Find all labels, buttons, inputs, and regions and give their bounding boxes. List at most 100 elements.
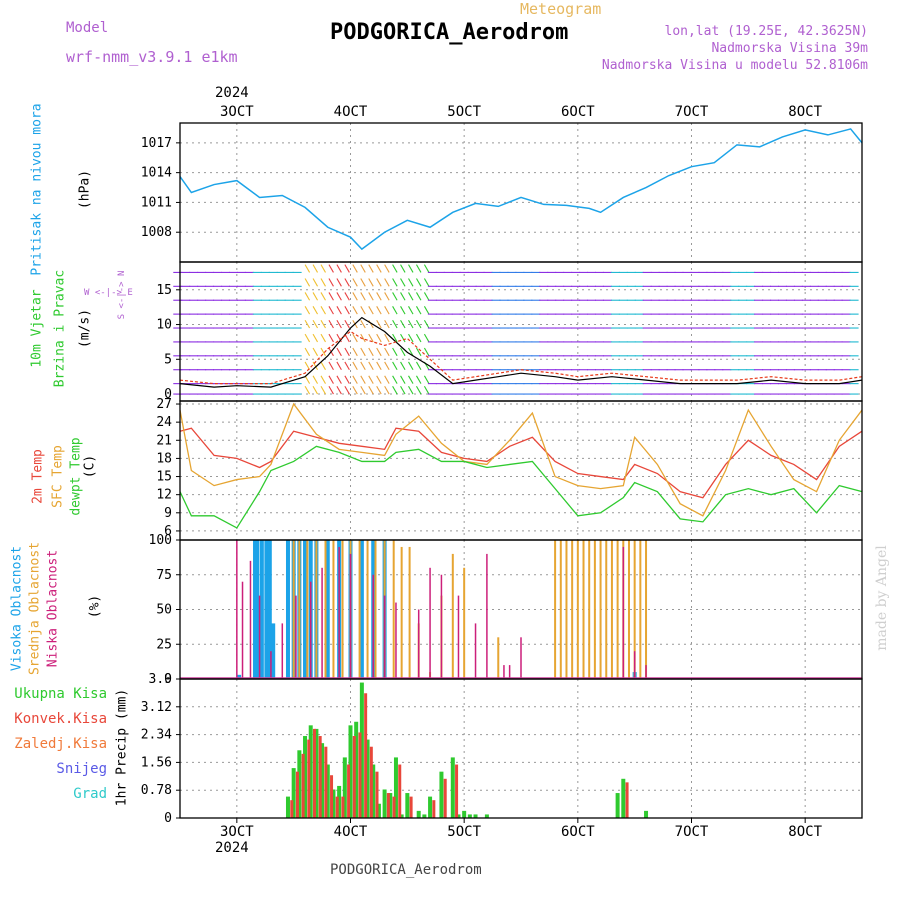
wind-barb (415, 292, 422, 301)
wind-barb (408, 292, 414, 301)
wind-barb (415, 347, 422, 357)
wind-barb (344, 319, 350, 329)
wind-barb (423, 306, 430, 315)
cloud-high-bar (285, 540, 290, 679)
wind-barb (384, 333, 390, 343)
panel-frame-precip (179, 678, 863, 819)
wind-barb (415, 278, 422, 287)
cloud-low-bar (236, 540, 238, 679)
product-title: Meteogram (520, 0, 602, 18)
cloud-mid-bar (639, 540, 642, 679)
x-tick-label-top: 7OCT (675, 104, 709, 120)
wind-barb (312, 264, 319, 273)
wind-barb (304, 306, 311, 315)
cloud-mid-bar (463, 567, 466, 679)
x-tick-label-bottom: 3OCT (220, 824, 254, 840)
wind-barb (400, 278, 406, 287)
wind-barb (408, 347, 414, 357)
wind-barb (368, 347, 374, 357)
wind-barb (360, 306, 366, 315)
wind-barb (344, 278, 350, 287)
temp-label-sfc: SFC Temp (50, 445, 66, 508)
wind-barb (336, 319, 342, 329)
wind-barb (408, 333, 414, 343)
model-label: Model (66, 20, 109, 36)
wind-barb (423, 375, 430, 384)
precip-total-bar (320, 743, 325, 818)
precip-conv-bar (330, 775, 334, 818)
precip-legend-freezing: Zaledj.Kisa (14, 736, 107, 752)
y-tick-label: 1017 (141, 136, 172, 151)
precip-conv-bar (295, 771, 299, 818)
wind-barb (312, 333, 319, 343)
wind-barb (423, 333, 430, 343)
wind-barb (423, 319, 430, 329)
precip-total-bar (342, 757, 347, 818)
wind-barb (344, 375, 350, 384)
cloud-low-bar (503, 665, 505, 679)
wind-barb (352, 278, 358, 287)
cloud-mid-bar (576, 540, 579, 679)
model-name: wrf-nmm_v3.9.1 e1km (66, 48, 238, 66)
cloud-mid-bar (392, 540, 395, 679)
wind-barb (376, 361, 382, 371)
precip-conv-bar (335, 796, 339, 818)
x-tick-label-top: 3OCT (220, 104, 254, 120)
y-tick-label: 15 (156, 470, 172, 485)
wind-barb (368, 264, 374, 273)
precip-total-bar (303, 736, 308, 818)
precip-total-bar (331, 789, 336, 818)
wind-barb (376, 385, 382, 395)
wind-barb (328, 306, 334, 315)
y-tick-label: 1008 (141, 225, 172, 240)
wind-barbs-layer (173, 264, 859, 395)
wind-barb (336, 292, 342, 301)
wind-barb (423, 264, 430, 273)
cloud-low-bar (383, 595, 386, 679)
precip-total-bar (325, 764, 330, 818)
wind-gust-line (179, 330, 863, 385)
y-tick-label: 12 (156, 488, 172, 503)
cloud-high-bar (259, 540, 264, 679)
footer-station: PODGORICA_Aerodrom (330, 862, 482, 878)
precip-conv-bar (341, 796, 345, 818)
wind-barb (312, 375, 319, 384)
wind-barb (368, 385, 374, 395)
wind-barb (304, 319, 311, 329)
wind-barb (400, 319, 406, 329)
wind-barb (304, 385, 311, 395)
precip-total-bar (291, 768, 296, 818)
cloud-low-bar (457, 595, 460, 679)
cloud-high-bar (237, 674, 242, 679)
wind-barb (415, 306, 422, 315)
wind-barb (415, 375, 422, 384)
wind-barb (336, 375, 342, 384)
y-tick-label: 50 (156, 603, 172, 618)
wind-barb (312, 319, 319, 329)
wind-barb (304, 292, 311, 301)
precip-total-bar (473, 814, 478, 818)
precip-conv-bar (443, 778, 447, 818)
precip-total-bar (428, 796, 433, 818)
cloud-mid-bar (559, 540, 562, 679)
wind-barb (360, 278, 366, 287)
y-tick-label: 100 (149, 533, 172, 548)
precip-total-bar (371, 764, 376, 818)
y-tick-label: 1011 (141, 195, 172, 210)
wind-barb (400, 375, 406, 384)
x-tick-label-bottom: 6OCT (561, 824, 595, 840)
precip-unit: 1hr Precip (mm) (114, 688, 130, 807)
precip-conv-bar (290, 800, 294, 818)
wind-barb (360, 292, 366, 301)
wind-barb (408, 306, 414, 315)
cloud-low-bar (241, 581, 244, 679)
cloud-low-bar (295, 595, 297, 679)
model-elevation-text: Nadmorska Visina u modelu 52.8106m (601, 58, 868, 73)
cloud-mid-bar (605, 540, 608, 679)
cloud-mid-bar (324, 540, 327, 679)
wind-barb (336, 347, 342, 357)
cloud-mid-bar (292, 540, 295, 679)
wind-barb (415, 385, 422, 395)
